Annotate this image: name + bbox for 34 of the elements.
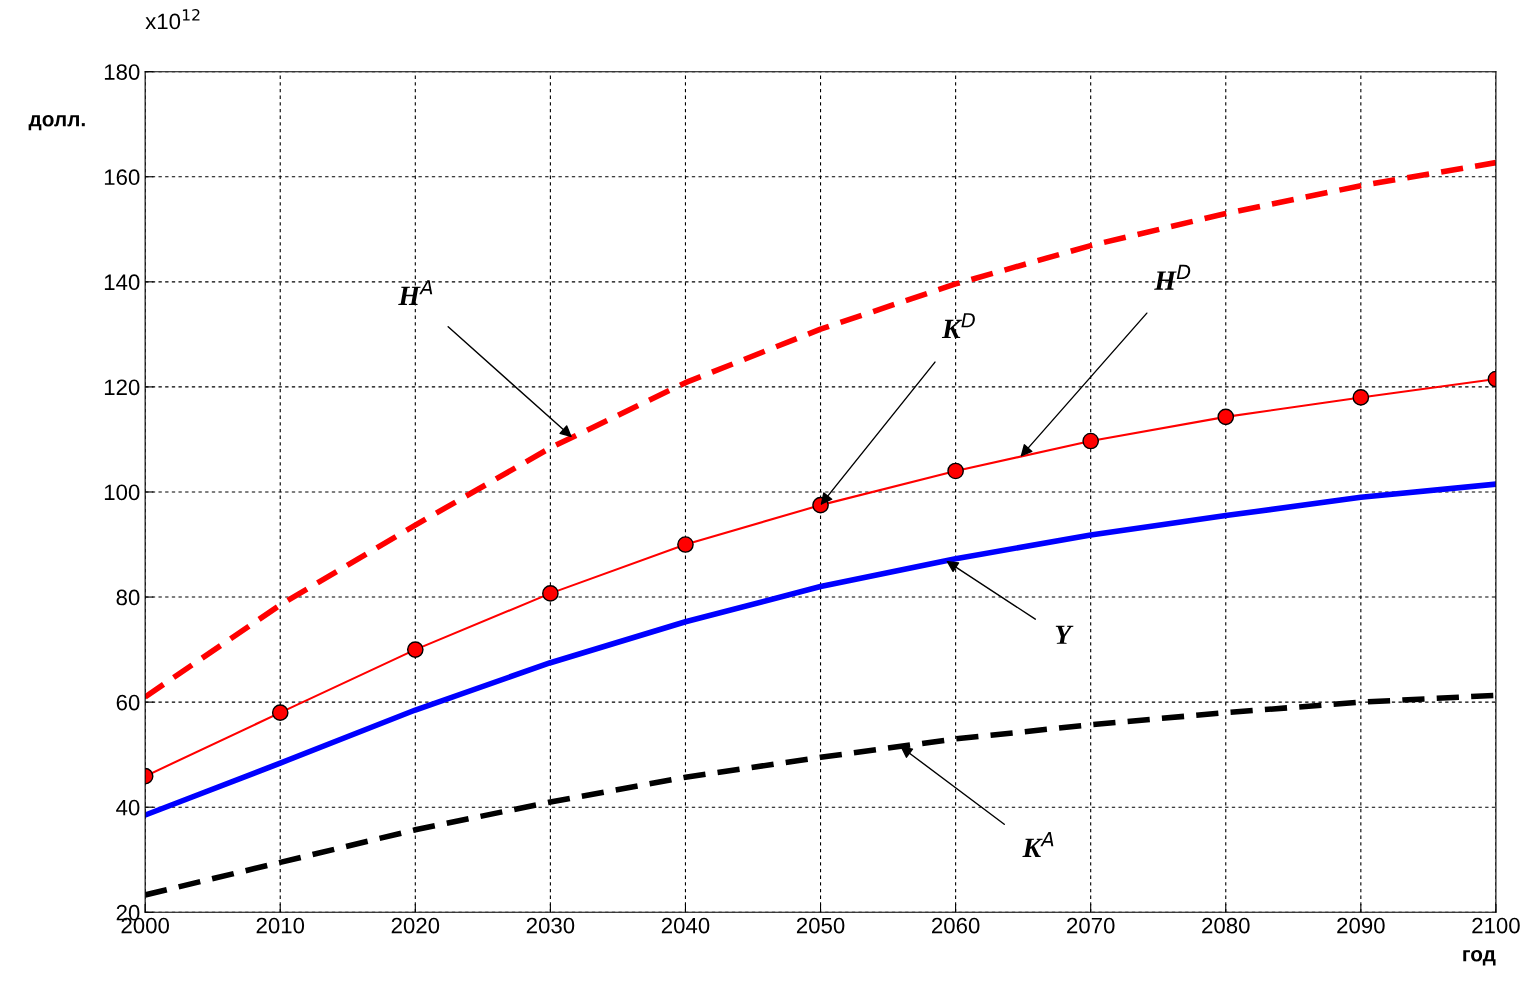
y-tick-label: 180 — [104, 64, 140, 80]
point — [677, 536, 694, 553]
annotation: H$^{D}$ — [1154, 264, 1191, 290]
y-tick-label: 140 — [104, 274, 140, 291]
y-tick-label: 120 — [104, 379, 140, 396]
y-axis-title: долл. — [28, 114, 85, 131]
point — [271, 704, 289, 721]
point — [1217, 408, 1235, 426]
x-tick-label: 2060 — [932, 917, 980, 934]
x-tick-label: 2010 — [256, 917, 305, 934]
y-tick-label: 80 — [116, 589, 140, 606]
point — [542, 585, 559, 602]
x-tick-label: 2040 — [661, 917, 710, 934]
x-tick-label: 2020 — [391, 917, 440, 934]
annotation: K$^{D}$ — [941, 313, 975, 338]
y-tick-label: 160 — [104, 169, 140, 186]
x-tick-label: 2100 — [1472, 917, 1520, 934]
text: x10$^{12}$ — [145, 9, 200, 30]
point — [1082, 432, 1100, 450]
point — [406, 641, 424, 658]
x-tick-label: 2050 — [796, 917, 845, 934]
x-tick-label: 2080 — [1202, 917, 1250, 934]
point — [947, 462, 964, 480]
y-tick-label: 60 — [116, 694, 140, 711]
x-tick-label: 2030 — [526, 917, 575, 934]
x-tick-label: 2090 — [1337, 917, 1385, 934]
point — [1352, 389, 1370, 406]
annotation: H$^{A}$ — [398, 280, 433, 305]
y-tick-label: 40 — [116, 799, 140, 816]
x-axis-title: год — [1463, 950, 1496, 966]
annotation: Y — [1055, 625, 1074, 644]
x-tick-label: 2070 — [1067, 917, 1115, 934]
y-tick-label: 100 — [104, 484, 140, 501]
annotation: K$^{A}$ — [1022, 832, 1054, 857]
